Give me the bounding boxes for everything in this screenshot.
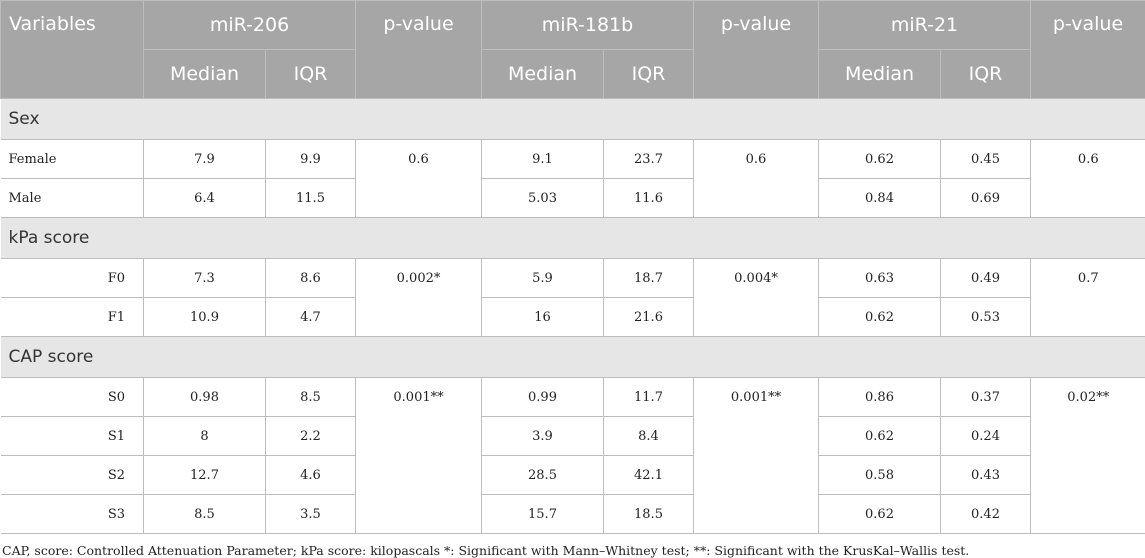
row-label: S3: [1, 495, 144, 534]
median-header: Median: [144, 50, 266, 99]
iqr-cell: 4.6: [266, 456, 356, 495]
iqr-cell: 8.5: [266, 378, 356, 417]
iqr-cell: 11.6: [604, 179, 694, 218]
iqr-cell: 0.37: [941, 378, 1031, 417]
iqr-cell: 8.6: [266, 259, 356, 298]
iqr-cell: 42.1: [604, 456, 694, 495]
section-title: kPa score: [1, 218, 1145, 259]
median-cell: 0.58: [819, 456, 941, 495]
iqr-cell: 8.4: [604, 417, 694, 456]
iqr-cell: 23.7: [604, 140, 694, 179]
p-value-header: p-value: [1031, 1, 1145, 99]
median-header: Median: [482, 50, 604, 99]
iqr-cell: 0.45: [941, 140, 1031, 179]
p-value-cell: 0.001**: [694, 378, 819, 534]
group-header: miR-206: [144, 1, 356, 50]
row-label: Male: [1, 179, 144, 218]
median-cell: 0.62: [819, 417, 941, 456]
p-value-cell: 0.02**: [1031, 378, 1145, 534]
iqr-cell: 0.42: [941, 495, 1031, 534]
median-cell: 0.62: [819, 495, 941, 534]
row-label: S0: [1, 378, 144, 417]
median-cell: 10.9: [144, 298, 266, 337]
median-cell: 6.4: [144, 179, 266, 218]
median-cell: 5.9: [482, 259, 604, 298]
iqr-header: IQR: [941, 50, 1031, 99]
iqr-cell: 9.9: [266, 140, 356, 179]
median-cell: 16: [482, 298, 604, 337]
iqr-cell: 3.5: [266, 495, 356, 534]
median-header: Median: [819, 50, 941, 99]
median-cell: 0.99: [482, 378, 604, 417]
median-cell: 5.03: [482, 179, 604, 218]
iqr-cell: 0.43: [941, 456, 1031, 495]
iqr-cell: 0.69: [941, 179, 1031, 218]
median-cell: 0.84: [819, 179, 941, 218]
section-title: CAP score: [1, 337, 1145, 378]
median-cell: 15.7: [482, 495, 604, 534]
median-cell: 9.1: [482, 140, 604, 179]
section-title: Sex: [1, 99, 1145, 140]
p-value-header: p-value: [356, 1, 482, 99]
iqr-cell: 2.2: [266, 417, 356, 456]
median-cell: 3.9: [482, 417, 604, 456]
iqr-header: IQR: [604, 50, 694, 99]
iqr-cell: 0.24: [941, 417, 1031, 456]
header-cell: Variables: [1, 1, 144, 99]
p-value-cell: 0.001**: [356, 378, 482, 534]
median-cell: 8.5: [144, 495, 266, 534]
iqr-cell: 0.53: [941, 298, 1031, 337]
iqr-cell: 21.6: [604, 298, 694, 337]
median-cell: 7.9: [144, 140, 266, 179]
iqr-cell: 4.7: [266, 298, 356, 337]
section-row: CAP score: [1, 337, 1145, 378]
row-label: Female: [1, 140, 144, 179]
p-value-header: p-value: [694, 1, 819, 99]
row-label: S2: [1, 456, 144, 495]
section-row: Sex: [1, 99, 1145, 140]
iqr-cell: 11.5: [266, 179, 356, 218]
p-value-cell: 0.7: [1031, 259, 1145, 337]
median-cell: 0.62: [819, 298, 941, 337]
section-row: kPa score: [1, 218, 1145, 259]
iqr-cell: 18.5: [604, 495, 694, 534]
p-value-cell: 0.002*: [356, 259, 482, 337]
footnote: CAP, score: Controlled Attenuation Param…: [0, 534, 1145, 558]
p-value-cell: 0.004*: [694, 259, 819, 337]
iqr-cell: 18.7: [604, 259, 694, 298]
iqr-cell: 0.49: [941, 259, 1031, 298]
median-cell: 0.62: [819, 140, 941, 179]
group-header: miR-181b: [482, 1, 694, 50]
median-cell: 0.86: [819, 378, 941, 417]
median-cell: 0.98: [144, 378, 266, 417]
iqr-cell: 11.7: [604, 378, 694, 417]
p-value-cell: 0.6: [356, 140, 482, 218]
row-label: F1: [1, 298, 144, 337]
row-label: F0: [1, 259, 144, 298]
median-cell: 28.5: [482, 456, 604, 495]
group-header: miR-21: [819, 1, 1031, 50]
p-value-cell: 0.6: [1031, 140, 1145, 218]
median-cell: 8: [144, 417, 266, 456]
median-cell: 7.3: [144, 259, 266, 298]
p-value-cell: 0.6: [694, 140, 819, 218]
row-label: S1: [1, 417, 144, 456]
median-cell: 12.7: [144, 456, 266, 495]
median-cell: 0.63: [819, 259, 941, 298]
iqr-header: IQR: [266, 50, 356, 99]
